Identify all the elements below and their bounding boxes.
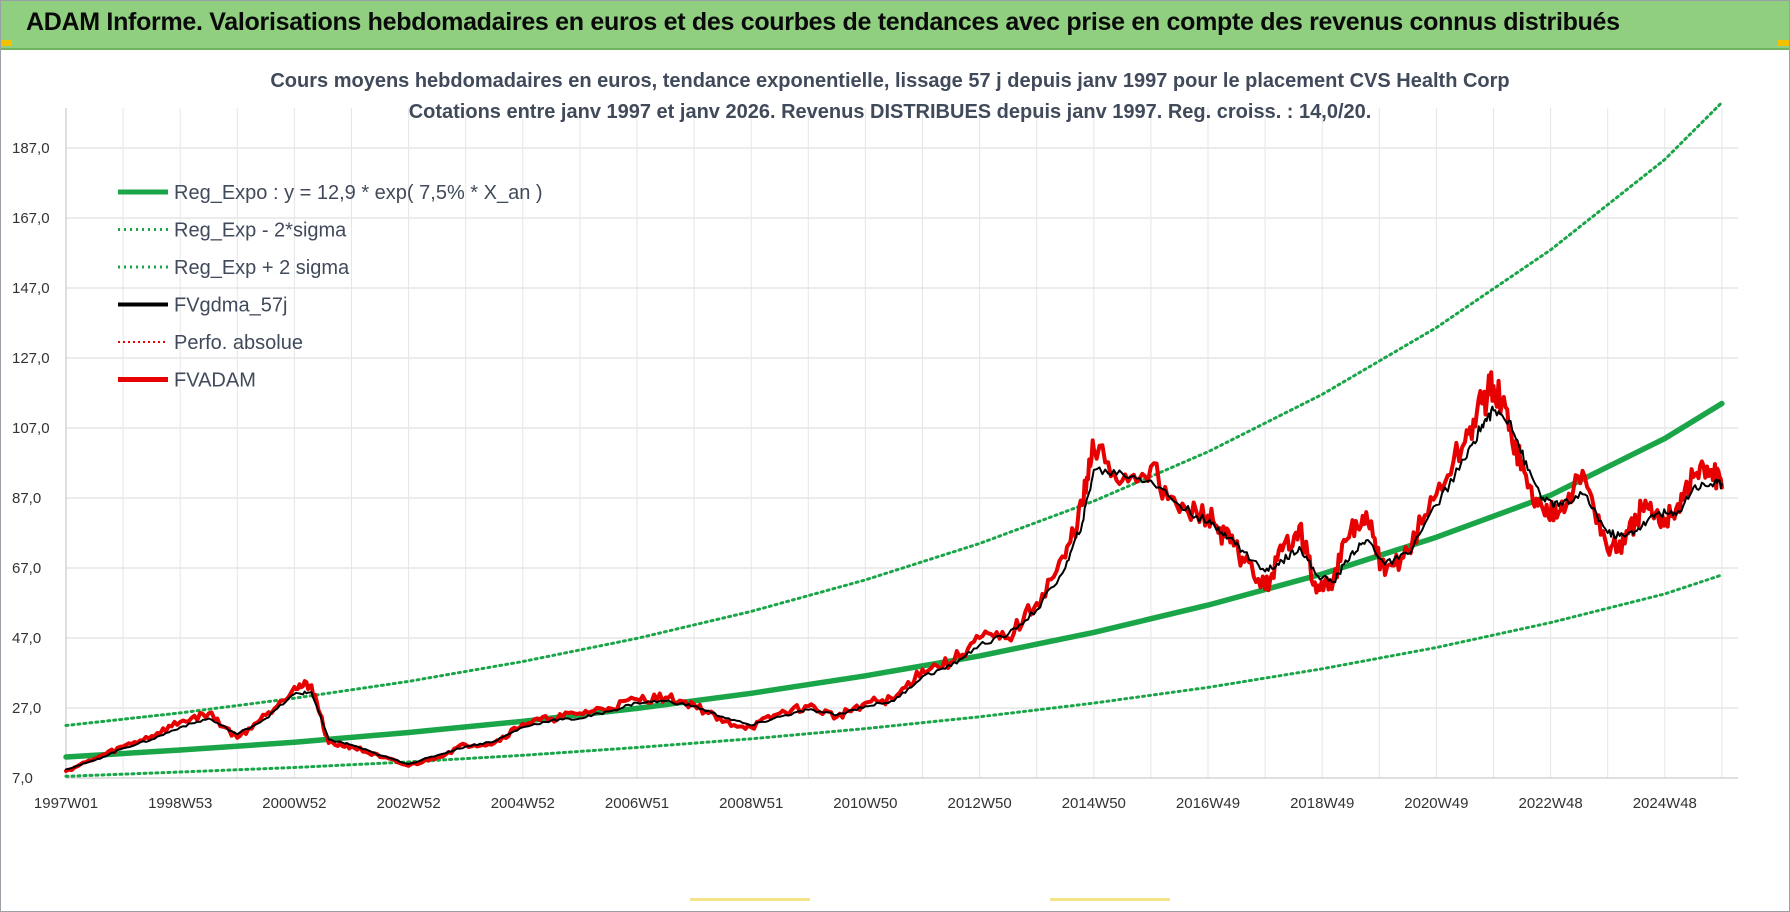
report-header: ADAM Informe. Valorisations hebdomadaire… <box>0 0 1790 50</box>
report-title: ADAM Informe. Valorisations hebdomadaire… <box>26 8 1620 36</box>
upper-band-line <box>64 101 1724 727</box>
x-tick-label: 2016W49 <box>1176 795 1240 812</box>
y-tick-label: 67,0 <box>12 560 41 577</box>
x-tick-label: 2000W52 <box>262 795 326 812</box>
footer-marker <box>690 898 810 901</box>
corner-marker-right <box>1778 40 1790 46</box>
legend-label: Reg_Exp + 2 sigma <box>174 257 350 279</box>
legend-label: FVgdma_57j <box>174 295 287 317</box>
x-tick-label: 2012W50 <box>947 795 1011 812</box>
y-tick-label: 107,0 <box>12 420 50 437</box>
y-tick-label: 147,0 <box>12 280 50 297</box>
x-tick-label: 2004W52 <box>491 795 555 812</box>
x-tick-label: 1997W01 <box>34 795 98 812</box>
x-tick-label: 2020W49 <box>1404 795 1468 812</box>
x-tick-label: 2002W52 <box>376 795 440 812</box>
chart-series <box>63 101 1725 778</box>
x-tick-label: 2024W48 <box>1633 795 1697 812</box>
trend-chart: Cours moyens hebdomadaires en euros, ten… <box>12 70 1738 812</box>
x-tick-label: 2014W50 <box>1062 795 1126 812</box>
y-tick-label: 7,0 <box>12 770 33 787</box>
x-tick-label: 2018W49 <box>1290 795 1354 812</box>
legend-label: FVADAM <box>174 370 256 392</box>
x-tick-label: 2022W48 <box>1518 795 1582 812</box>
x-tick-label: 2008W51 <box>719 795 783 812</box>
x-axis-labels: 1997W01 1998W53 2000W52 2002W52 2004W52 2006W… <box>34 795 1697 812</box>
chart-legend: Reg_Expo : y = 12,9 * exp( 7,5% * X_an )… <box>118 182 543 392</box>
y-tick-label: 127,0 <box>12 350 50 367</box>
lower-band-line <box>64 573 1724 778</box>
chart-title: Cours moyens hebdomadaires en euros, ten… <box>270 70 1509 92</box>
corner-marker-left <box>0 40 12 46</box>
y-tick-label: 47,0 <box>12 630 41 647</box>
legend-label: Perfo. absolue <box>174 332 303 354</box>
moving-average-line <box>65 405 1723 771</box>
x-tick-label: 1998W53 <box>148 795 212 812</box>
y-tick-label: 87,0 <box>12 490 41 507</box>
legend-label: Reg_Expo : y = 12,9 * exp( 7,5% * X_an ) <box>174 182 543 204</box>
y-tick-label: 167,0 <box>12 210 50 227</box>
y-tick-label: 187,0 <box>12 140 50 157</box>
fvadam-line <box>64 370 1724 773</box>
x-tick-label: 2006W51 <box>605 795 669 812</box>
regression-line <box>63 400 1725 760</box>
legend-label: Reg_Exp - 2*sigma <box>174 220 347 242</box>
chart-grid <box>65 108 1738 779</box>
x-tick-label: 2010W50 <box>833 795 897 812</box>
y-axis-labels: 7,0 27,0 47,0 67,0 87,0 107,0 127,0 147,0 167,0 1… <box>12 140 50 787</box>
y-tick-label: 27,0 <box>12 700 41 717</box>
footer-marker <box>1050 898 1170 901</box>
chart-subtitle: Cotations entre janv 1997 et janv 2026. … <box>409 101 1372 123</box>
